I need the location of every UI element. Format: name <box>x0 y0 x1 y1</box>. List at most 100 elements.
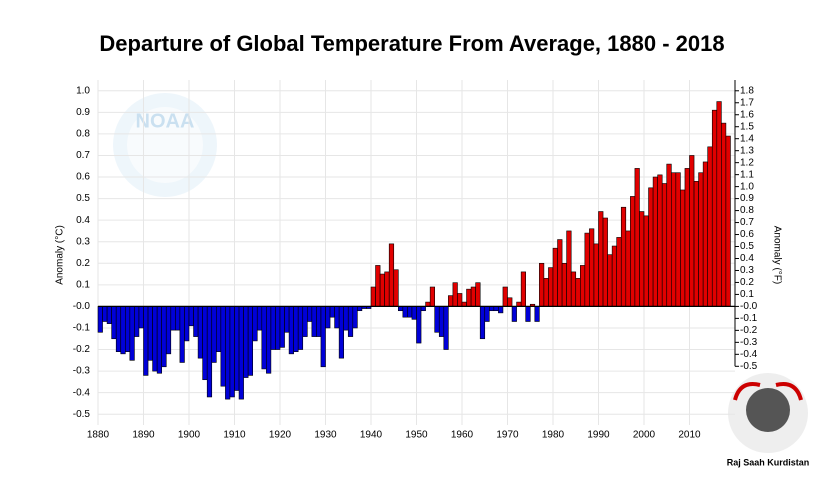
bar <box>539 262 545 307</box>
bar <box>306 306 313 322</box>
bar <box>484 306 490 322</box>
y2-tick-label: -0.2 <box>740 325 758 336</box>
bar <box>175 306 181 331</box>
bar <box>589 228 595 307</box>
bar <box>120 306 126 355</box>
x-tick-label: 1970 <box>496 430 519 441</box>
bar <box>698 172 704 307</box>
bar <box>466 288 472 307</box>
bar <box>384 271 390 307</box>
bar <box>165 306 172 355</box>
badge-center <box>746 388 790 432</box>
bar <box>570 271 577 307</box>
bar <box>407 306 413 318</box>
bar <box>320 306 326 368</box>
bar <box>179 306 185 363</box>
y2-tick-label: 1.2 <box>740 157 754 168</box>
bar <box>375 265 381 307</box>
bar <box>334 306 340 329</box>
bar <box>702 161 709 307</box>
bar <box>202 306 208 381</box>
bar <box>470 286 476 307</box>
bar <box>689 155 695 307</box>
y2-tick-label: -0.5 <box>740 361 758 372</box>
bar <box>143 306 149 376</box>
bar <box>388 243 395 307</box>
badge: Raj Saah Kurdistan <box>727 373 809 467</box>
bar <box>488 306 495 312</box>
bar <box>579 265 586 307</box>
y2-axis-label: Anomaly (°F) <box>771 226 782 284</box>
bar <box>161 306 167 368</box>
y2-tick-label: 1.8 <box>740 85 754 96</box>
bar <box>293 306 299 352</box>
x-tick-label: 1880 <box>87 430 110 441</box>
bar <box>193 306 199 337</box>
bar <box>370 286 376 307</box>
bar <box>516 301 522 307</box>
bar <box>639 211 645 307</box>
bar <box>329 306 335 318</box>
bar <box>693 181 699 307</box>
bar <box>134 306 140 337</box>
bar <box>616 237 622 307</box>
bar <box>548 267 554 307</box>
bar <box>498 306 504 314</box>
bar <box>379 273 385 307</box>
logo-circle <box>113 93 217 197</box>
y2-tick-label: 0.2 <box>740 277 754 288</box>
bar <box>156 306 162 374</box>
bar <box>411 306 417 320</box>
bar <box>138 306 144 329</box>
bar <box>229 306 235 398</box>
bar <box>247 306 253 376</box>
bar <box>343 306 349 331</box>
bar <box>711 109 718 307</box>
bar <box>461 301 467 307</box>
x-tick-label: 1910 <box>223 430 246 441</box>
y2-tick-label: 1.4 <box>740 133 754 144</box>
bar <box>479 306 486 340</box>
bar <box>725 135 731 307</box>
bar <box>670 172 677 307</box>
x-tick-label: 1900 <box>178 430 201 441</box>
bar <box>707 146 713 307</box>
bar <box>493 306 499 312</box>
bar <box>347 306 354 337</box>
x-tick-label: 1930 <box>314 430 337 441</box>
bar <box>443 306 449 350</box>
y2-tick-label: 1.6 <box>740 109 754 120</box>
bar <box>216 306 222 352</box>
y2-tick-label: -0.4 <box>740 349 758 360</box>
bar <box>261 306 267 370</box>
bar <box>502 286 508 307</box>
y2-tick-label: -0.0 <box>740 301 758 312</box>
y2-tick-label: 1.1 <box>740 169 754 180</box>
y-tick-label: 0.2 <box>76 258 90 269</box>
bar <box>684 168 690 307</box>
bar <box>197 306 203 359</box>
bar <box>457 293 463 307</box>
y2-tick-label: 1.7 <box>740 97 754 108</box>
bar <box>507 297 513 307</box>
bar <box>311 306 317 337</box>
bar <box>352 306 358 329</box>
bar <box>520 271 527 307</box>
bar <box>97 306 103 333</box>
x-tick-label: 1920 <box>269 430 292 441</box>
bar <box>575 278 581 307</box>
bar <box>534 306 540 322</box>
bar <box>243 306 249 378</box>
bar <box>170 306 176 331</box>
y2-tick-label: 0.1 <box>740 289 754 300</box>
bar <box>452 282 458 307</box>
y-tick-label: -0.5 <box>73 409 91 420</box>
bar <box>338 306 344 359</box>
bar <box>393 269 399 307</box>
y2-tick-label: 1.3 <box>740 145 754 156</box>
bar <box>511 306 517 322</box>
bar <box>279 306 285 348</box>
bar <box>206 306 213 398</box>
bar <box>325 306 331 329</box>
x-tick-label: 1980 <box>542 430 565 441</box>
